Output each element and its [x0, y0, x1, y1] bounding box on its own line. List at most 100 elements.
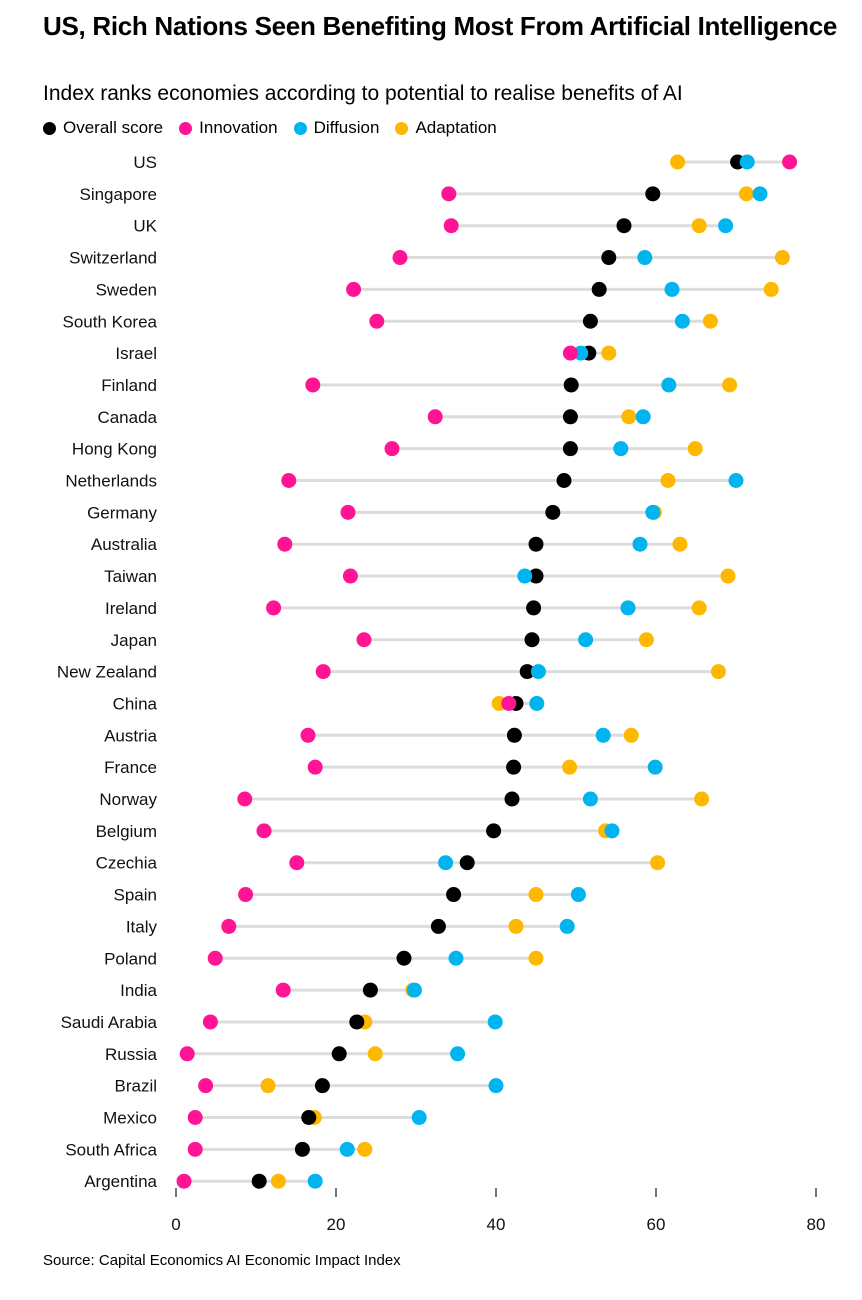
dot-overall-score [459, 855, 475, 871]
dot-diffusion [573, 345, 589, 361]
dot-diffusion [718, 218, 734, 234]
dot-innovation [179, 1046, 195, 1062]
dot-adaptation [562, 759, 578, 775]
category-label: New Zealand [57, 663, 157, 682]
dot-overall-score [528, 536, 544, 552]
dot-innovation [238, 887, 254, 903]
category-label: China [113, 694, 158, 713]
dot-overall-score [645, 186, 661, 202]
dot-diffusion [530, 664, 546, 680]
source-note: Source: Capital Economics AI Economic Im… [43, 1252, 401, 1269]
dot-innovation [300, 727, 316, 743]
dot-diffusion [578, 632, 594, 648]
dot-overall-score [519, 664, 535, 680]
legend-dot-icon [43, 121, 56, 135]
dot-innovation [782, 154, 798, 170]
dot-adaptation [672, 536, 688, 552]
category-label: Germany [87, 503, 157, 522]
dot-diffusion [595, 727, 611, 743]
category-label: Canada [97, 408, 157, 427]
dot-overall-score [528, 568, 544, 584]
dot-adaptation [687, 441, 703, 457]
dot-diffusion [728, 473, 744, 488]
chart-title: US, Rich Nations Seen Benefiting Most Fr… [43, 11, 838, 41]
dot-adaptation [720, 568, 736, 584]
dot-diffusion [450, 1046, 466, 1062]
dot-overall-score [294, 1141, 310, 1157]
dot-overall-score [349, 1014, 365, 1030]
legend-label: Adaptation [415, 118, 497, 137]
category-label: Spain [114, 886, 157, 905]
legend-item-adaptation: Adaptation [395, 118, 497, 138]
dot-innovation [384, 441, 400, 457]
dot-adaptation [270, 1173, 286, 1189]
legend-label: Diffusion [313, 118, 380, 137]
dot-overall-score [616, 218, 632, 234]
dot-innovation [281, 473, 297, 488]
dot-diffusion [307, 1173, 323, 1189]
dot-adaptation [601, 345, 617, 361]
dot-overall-score [563, 377, 579, 393]
category-label: UK [133, 217, 157, 236]
dot-adaptation [774, 250, 790, 266]
dot-innovation [275, 982, 291, 998]
dot-overall-score [524, 632, 540, 648]
dot-diffusion [635, 409, 651, 425]
dot-adaptation [528, 950, 544, 966]
category-label: Poland [104, 949, 157, 968]
dot-innovation [256, 823, 272, 839]
dot-innovation [187, 1110, 203, 1125]
x-tick-label: 80 [807, 1215, 826, 1234]
dot-innovation [307, 759, 323, 775]
dot-diffusion [647, 759, 663, 775]
dot-diffusion [582, 791, 598, 807]
category-label: Japan [111, 631, 157, 650]
dot-adaptation [357, 1141, 373, 1157]
dot-diffusion [559, 918, 575, 934]
category-label: Belgium [96, 822, 157, 841]
category-label: India [120, 981, 157, 1000]
dot-overall-score [562, 409, 578, 425]
dot-overall-score [526, 600, 542, 616]
dot-plot-chart: US Singapore UK Switzerland Sweden South Kore… [57, 153, 826, 1234]
category-label: Norway [99, 790, 157, 809]
category-label: Sweden [96, 280, 157, 299]
dot-innovation [427, 409, 443, 425]
category-label: Austria [104, 726, 157, 745]
dot-diffusion [487, 1014, 503, 1030]
category-label: Czechia [96, 854, 158, 873]
dot-overall-score [362, 982, 378, 998]
dot-adaptation [623, 727, 639, 743]
dot-innovation [289, 855, 305, 871]
category-label: Brazil [114, 1077, 157, 1096]
dot-adaptation [738, 186, 754, 202]
dot-diffusion [620, 600, 636, 616]
dot-overall-score [301, 1110, 317, 1125]
dot-innovation [187, 1141, 203, 1157]
dot-overall-score [396, 950, 412, 966]
category-label: Argentina [84, 1172, 157, 1191]
x-tick-label: 60 [647, 1215, 666, 1234]
category-label: Ireland [105, 599, 157, 618]
dot-diffusion [529, 695, 545, 711]
dot-adaptation [508, 918, 524, 934]
dot-diffusion [752, 186, 768, 202]
x-tick-label: 0 [171, 1215, 180, 1234]
dot-innovation [369, 313, 385, 329]
category-label: Italy [126, 917, 158, 936]
dot-adaptation [710, 664, 726, 680]
dot-adaptation [702, 313, 718, 329]
category-label: Australia [91, 535, 158, 554]
dot-diffusion [570, 887, 586, 903]
dot-overall-score [582, 313, 598, 329]
dot-innovation [207, 950, 223, 966]
dot-innovation [176, 1173, 192, 1189]
dot-adaptation [367, 1046, 383, 1062]
dot-adaptation [650, 855, 666, 871]
dot-overall-score [486, 823, 502, 839]
dot-diffusion [406, 982, 422, 998]
dot-innovation [340, 504, 356, 520]
dot-adaptation [638, 632, 654, 648]
legend: Overall score Innovation Diffusion Adaptati… [43, 116, 513, 140]
dot-diffusion [604, 823, 620, 839]
